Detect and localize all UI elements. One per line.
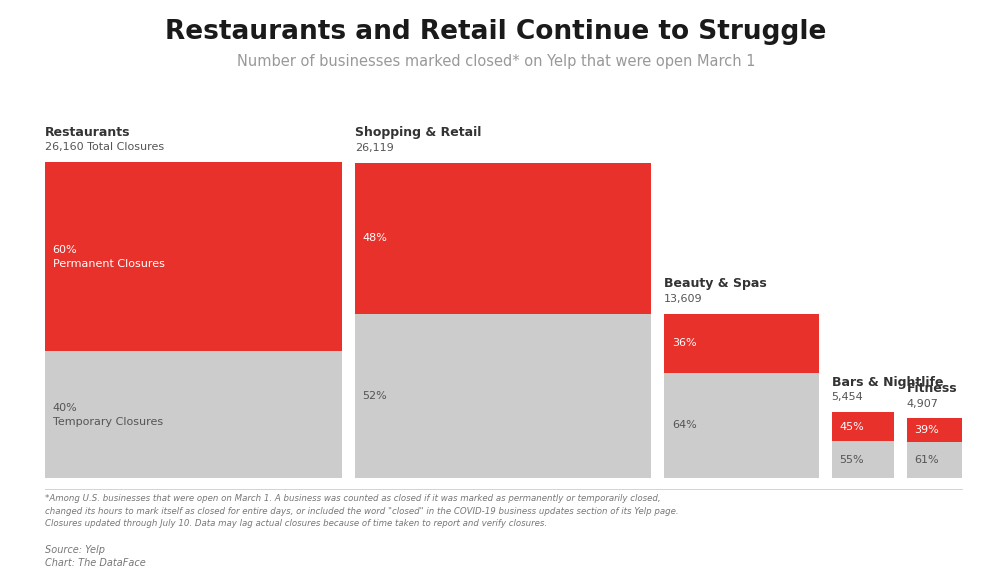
Text: 60%
Permanent Closures: 60% Permanent Closures — [53, 245, 165, 269]
Text: Restaurants: Restaurants — [45, 126, 130, 139]
Text: 64%: 64% — [673, 420, 697, 430]
Text: 13,609: 13,609 — [665, 294, 702, 303]
Bar — [907, 419, 962, 442]
Text: Fitness: Fitness — [907, 382, 957, 395]
Text: 26,119: 26,119 — [355, 143, 394, 153]
Bar — [907, 442, 962, 478]
Bar — [665, 373, 818, 478]
Text: 40%
Temporary Closures: 40% Temporary Closures — [53, 402, 163, 427]
Text: Closures updated through July 10. Data may lag actual closures because of time t: Closures updated through July 10. Data m… — [45, 519, 547, 529]
Bar — [831, 442, 894, 478]
Text: 52%: 52% — [363, 391, 387, 401]
Text: 61%: 61% — [915, 455, 939, 464]
Text: 55%: 55% — [839, 455, 864, 464]
Bar — [665, 313, 818, 373]
Bar — [831, 412, 894, 442]
Bar — [45, 162, 342, 351]
Bar — [355, 163, 652, 314]
Bar — [45, 351, 342, 478]
Text: Shopping & Retail: Shopping & Retail — [355, 126, 481, 140]
Text: Source: Yelp: Source: Yelp — [45, 545, 104, 555]
Text: Restaurants and Retail Continue to Struggle: Restaurants and Retail Continue to Strug… — [166, 19, 826, 45]
Text: Bars & Nightlife: Bars & Nightlife — [831, 376, 943, 389]
Text: 5,454: 5,454 — [831, 392, 863, 402]
Text: Chart: The DataFace: Chart: The DataFace — [45, 558, 146, 568]
Text: 45%: 45% — [839, 422, 864, 432]
Text: Number of businesses marked closed* on Yelp that were open March 1: Number of businesses marked closed* on Y… — [237, 54, 755, 69]
Text: *Among U.S. businesses that were open on March 1. A business was counted as clos: *Among U.S. businesses that were open on… — [45, 494, 661, 503]
Text: Beauty & Spas: Beauty & Spas — [665, 277, 767, 290]
Text: 48%: 48% — [363, 233, 388, 243]
Text: 36%: 36% — [673, 338, 696, 348]
Text: 26,160 Total Closures: 26,160 Total Closures — [45, 142, 164, 152]
Text: 4,907: 4,907 — [907, 398, 938, 409]
Text: changed its hours to mark itself as closed for entire days, or included the word: changed its hours to mark itself as clos… — [45, 507, 679, 516]
Text: 39%: 39% — [915, 425, 939, 435]
Bar — [355, 314, 652, 478]
